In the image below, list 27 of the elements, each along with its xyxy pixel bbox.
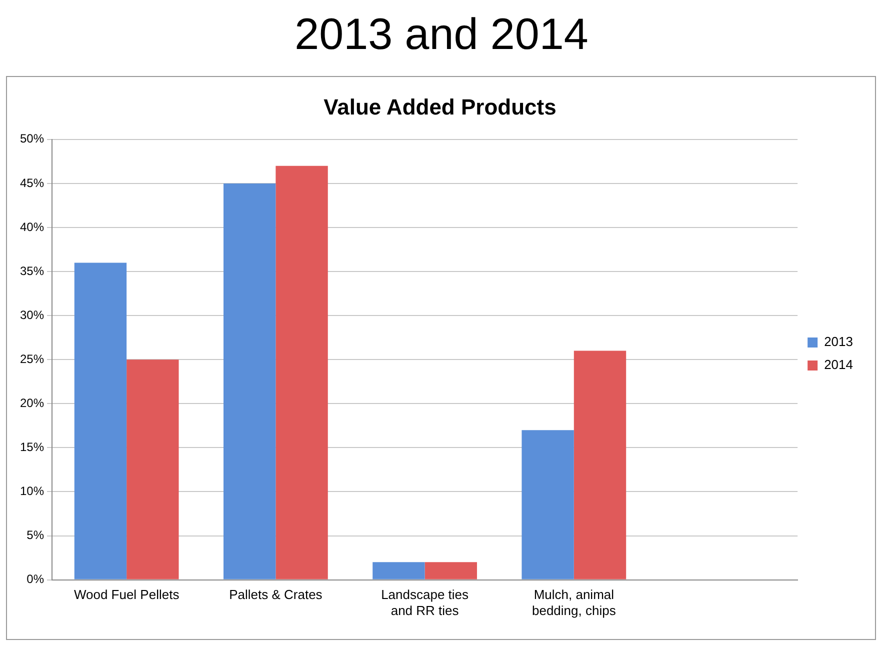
- chart-subtitle: Value Added Products: [324, 94, 556, 120]
- legend-label: 2014: [824, 357, 853, 372]
- bar: [522, 430, 574, 580]
- y-tick-label: 5%: [26, 528, 44, 542]
- y-tick-label: 50%: [20, 132, 44, 146]
- y-tick-label: 20%: [20, 396, 44, 410]
- bar: [126, 360, 179, 580]
- bar: [276, 166, 328, 580]
- bar: [372, 562, 425, 580]
- bar: [574, 350, 626, 580]
- bar: [424, 562, 477, 580]
- x-tick-label: Wood Fuel Pellets: [74, 587, 180, 602]
- y-tick-label: 30%: [20, 308, 44, 322]
- legend-label: 2013: [824, 334, 853, 350]
- y-tick-label: 10%: [20, 484, 44, 498]
- chart-title: 2013 and 2014: [294, 9, 590, 61]
- bar: [223, 183, 276, 580]
- y-tick-label: 25%: [20, 352, 44, 366]
- y-tick-label: 40%: [20, 220, 44, 234]
- x-tick-label: Landscape ties and RR ties: [381, 587, 470, 618]
- y-tick-label: 45%: [20, 176, 44, 190]
- y-tick-label: 15%: [20, 440, 44, 454]
- y-tick-label: 0%: [26, 572, 44, 586]
- bar: [74, 262, 127, 580]
- y-tick-label: 35%: [20, 264, 44, 278]
- x-tick-label: Mulch, animal bedding, chips: [532, 587, 616, 618]
- x-tick-label: Pallets & Crates: [229, 587, 323, 602]
